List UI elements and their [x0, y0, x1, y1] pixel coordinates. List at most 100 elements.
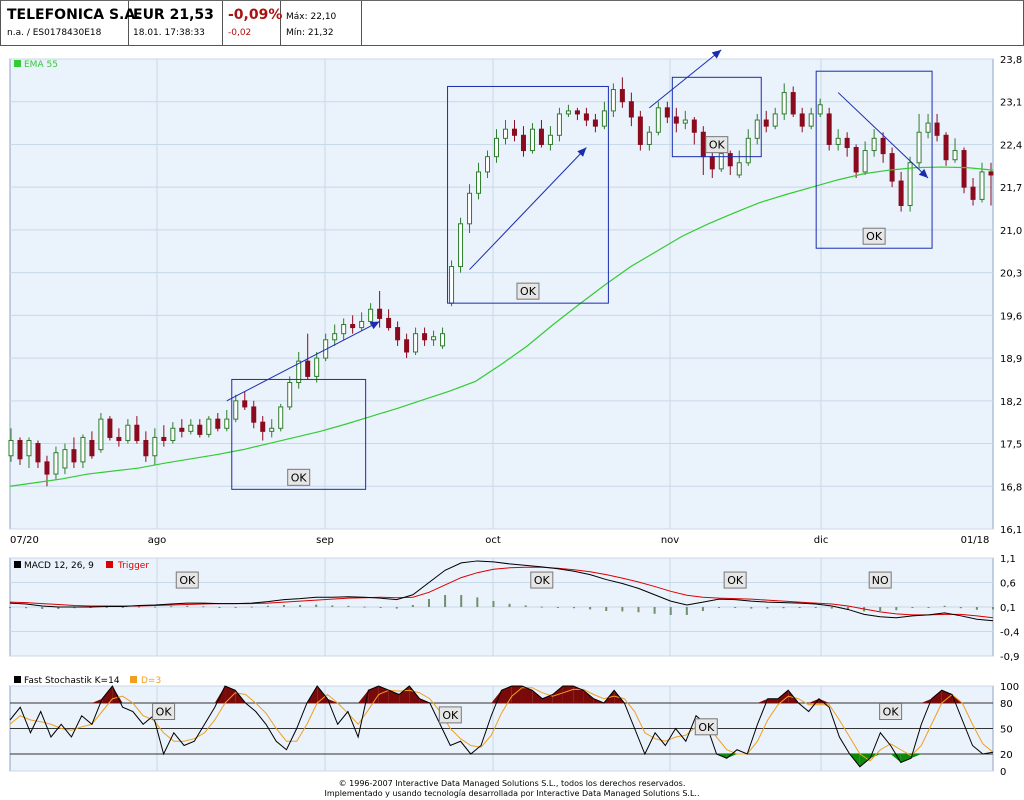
macd-histogram-bar — [186, 605, 189, 607]
macd-histogram-bar — [766, 607, 769, 609]
macd-histogram-bar — [105, 607, 108, 608]
macd-histogram-bar — [669, 607, 672, 615]
candle-down — [143, 439, 149, 457]
macd-y-tick-label: 1,1 — [1000, 554, 1016, 565]
copyright-line: © 1996-2007 Interactive Data Managed Sol… — [338, 779, 686, 788]
price-cell: EUR 21,53 18.01. 17:38:33 — [129, 1, 223, 45]
price-y-tick-label: 22,4 — [1000, 140, 1022, 151]
candle-down — [134, 424, 140, 441]
macd-histogram-bar — [363, 606, 366, 608]
stoch-d-legend-swatch — [130, 676, 137, 683]
candle-up — [610, 89, 616, 112]
candle-up — [53, 452, 59, 475]
macd-histogram-bar — [460, 595, 463, 607]
trend-arrow-head — [711, 49, 722, 59]
price-x-tick-label: sep — [316, 535, 334, 546]
stoch-oversold-fill — [870, 754, 881, 759]
price-y-tick-label: 23,8 — [1000, 55, 1022, 66]
candle-up — [529, 128, 535, 152]
stoch-overbought-fill — [757, 698, 768, 703]
candle-up — [8, 439, 14, 457]
macd-histogram-bar — [444, 595, 447, 607]
candle-up — [62, 449, 68, 469]
ema-legend-label: EMA 55 — [24, 60, 58, 70]
candle-up — [170, 427, 176, 441]
candle-up — [467, 192, 473, 225]
macd-histogram-bar — [315, 604, 318, 607]
candle-down — [179, 427, 185, 432]
stoch-overbought-fill — [583, 690, 594, 703]
candle-up — [916, 131, 922, 164]
stoch-oversold-fill — [859, 754, 871, 767]
macd-histogram-bar — [879, 607, 882, 611]
macd-legend-label: MACD 12, 26, 9 — [24, 561, 94, 571]
macd-histogram-bar — [798, 607, 801, 608]
candle-up — [449, 266, 455, 304]
candle-up — [682, 119, 688, 124]
candle-up — [871, 137, 877, 152]
stoch-overbought-fill — [562, 686, 574, 703]
macd-histogram-bar — [411, 605, 414, 607]
macd-histogram-bar — [975, 607, 978, 610]
candle-down — [574, 110, 580, 115]
stoch-oversold-fill — [890, 754, 901, 763]
candle-down — [35, 443, 41, 463]
macd-histogram-bar — [830, 607, 833, 609]
candle-down — [377, 308, 383, 319]
candle-up — [431, 336, 437, 341]
macd-signal-label: OK — [534, 574, 551, 587]
stoch-y-tick-label: 100 — [1000, 682, 1019, 693]
candle-down — [17, 439, 23, 460]
change-percent: -0,09% — [228, 7, 283, 23]
macd-histogram-bar — [331, 605, 334, 607]
pattern-box-label-box — [862, 227, 886, 245]
candle-down — [404, 339, 410, 353]
candle-up — [206, 418, 212, 435]
candle-up — [718, 153, 724, 170]
stoch-y-tick-label: 50 — [1000, 725, 1013, 736]
candle-down — [520, 134, 526, 152]
trend-arrow-shaft — [837, 92, 929, 179]
candle-up — [556, 113, 562, 136]
pattern-box-label-box — [705, 136, 729, 154]
macd-histogram-bar — [395, 607, 398, 609]
macd-histogram-bar — [589, 607, 592, 610]
stoch-overbought-fill — [91, 698, 103, 703]
range-cell: Máx: 22,10 Mín: 21,32 — [281, 1, 362, 45]
quote-header: TELEFONICA S.A. n.a. / ES0178430E18 EUR … — [0, 0, 1024, 46]
stoch-overbought-fill — [317, 686, 328, 703]
candle-up — [440, 333, 446, 347]
na-label: n.a. — [7, 28, 24, 38]
candle-down — [116, 436, 122, 441]
candle-up — [736, 162, 742, 176]
candle-up — [80, 436, 86, 463]
trigger-legend-swatch — [106, 561, 113, 568]
candle-down — [107, 418, 113, 438]
price-y-tick-label: 16,8 — [1000, 482, 1022, 493]
candle-up — [547, 134, 553, 145]
pattern-box-label: OK — [866, 230, 883, 243]
macd-histogram-bar — [299, 605, 302, 607]
candle-up — [502, 128, 508, 139]
macd-signal-label: OK — [727, 574, 744, 587]
price-y-tick-label: 16,1 — [1000, 525, 1022, 536]
macd-histogram-bar — [927, 607, 930, 608]
price-y-tick-label: 17,5 — [1000, 440, 1022, 451]
macd-histogram-bar — [347, 605, 350, 607]
candle-up — [952, 150, 958, 161]
price-y-tick-label: 21,0 — [1000, 226, 1022, 237]
macd-legend-swatch — [14, 561, 21, 568]
candle-up — [925, 122, 931, 133]
stoch-y-tick-label: 0 — [1000, 767, 1006, 776]
pattern-box — [447, 85, 609, 304]
macd-histogram-bar — [540, 606, 543, 608]
candle-down — [853, 147, 859, 173]
instrument-name: TELEFONICA S.A. — [7, 7, 141, 23]
candle-down — [826, 113, 832, 145]
stoch-overbought-fill — [409, 686, 420, 703]
pattern-box — [815, 70, 933, 249]
price-y-tick-label: 18,2 — [1000, 397, 1022, 408]
macd-histogram-bar — [218, 607, 221, 608]
stoch-signal-label-box — [879, 703, 903, 720]
stoch-signal-label: OK — [883, 706, 900, 719]
